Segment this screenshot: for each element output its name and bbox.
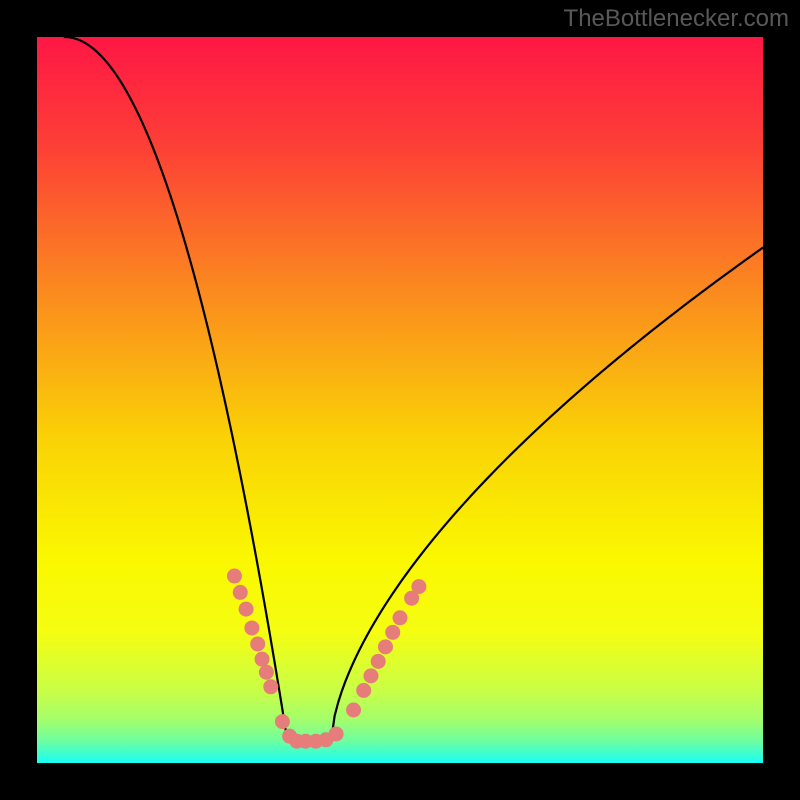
watermark-text: TheBottlenecker.com: [564, 5, 789, 33]
gradient-background: [37, 37, 763, 763]
data-marker: [251, 637, 265, 651]
data-marker: [371, 654, 385, 668]
data-marker: [347, 703, 361, 717]
data-marker: [259, 665, 273, 679]
data-marker: [412, 580, 426, 594]
figure-root: TheBottlenecker.com: [0, 0, 800, 800]
data-marker: [275, 715, 289, 729]
data-marker: [233, 585, 247, 599]
chart-svg: [37, 37, 763, 763]
data-marker: [378, 640, 392, 654]
data-marker: [393, 611, 407, 625]
data-marker: [245, 621, 259, 635]
plot-area: [37, 37, 763, 763]
data-marker: [255, 652, 269, 666]
data-marker: [357, 683, 371, 697]
data-marker: [239, 602, 253, 616]
data-marker: [386, 625, 400, 639]
data-marker: [264, 680, 278, 694]
data-marker: [329, 727, 343, 741]
data-marker: [364, 669, 378, 683]
data-marker: [227, 569, 241, 583]
